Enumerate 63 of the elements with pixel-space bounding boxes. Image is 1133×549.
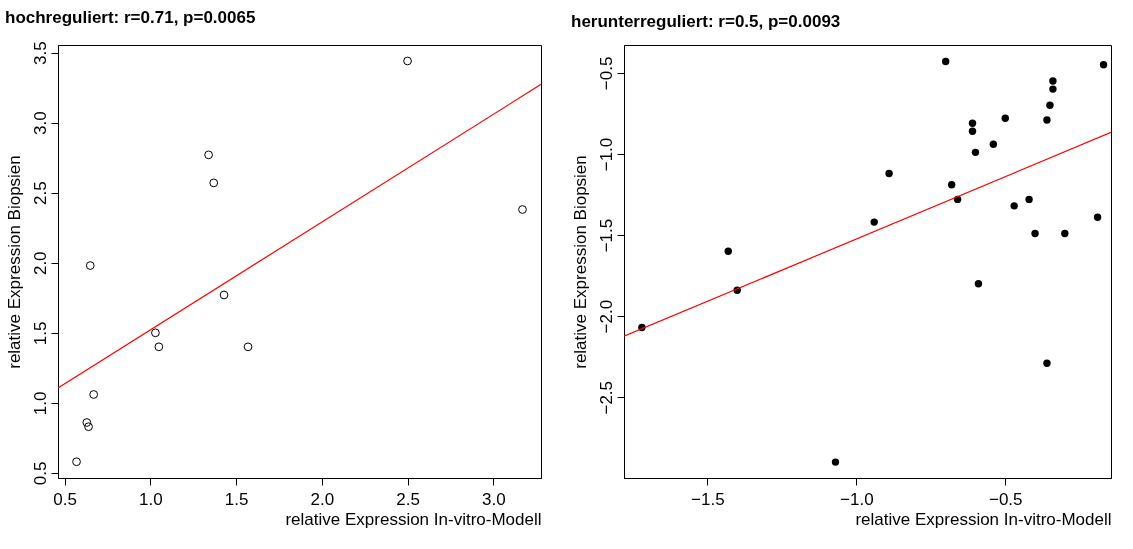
point: [1010, 202, 1018, 210]
x-tick-label: 1.5: [224, 489, 249, 509]
point: [82, 418, 92, 427]
y-tick-label: 2.0: [30, 251, 50, 276]
point: [989, 140, 998, 148]
point: [1046, 101, 1054, 110]
point: [1043, 359, 1051, 367]
y-tick-label: 3.5: [30, 41, 50, 65]
point: [85, 261, 95, 270]
point: [84, 422, 93, 432]
y-tick-label: −0.5: [596, 56, 616, 91]
x-tick-label: −1.5: [691, 489, 725, 509]
point: [219, 290, 229, 300]
point: [243, 342, 253, 352]
x-axis-title: relative Expression In-vitro-Modell: [285, 509, 542, 529]
y-tick-label: 1.0: [30, 391, 50, 416]
y-axis-title: relative Expression Biopsien: [570, 155, 590, 369]
point: [1093, 213, 1102, 221]
point: [204, 150, 213, 160]
point: [947, 181, 956, 189]
point: [1031, 229, 1039, 238]
x-tick-label: 0.5: [53, 489, 77, 509]
y-axis-title: relative Expression Biopsien: [4, 155, 24, 369]
x-tick-label: −0.5: [988, 489, 1023, 509]
point: [1099, 61, 1108, 69]
y-tick-label: 2.5: [30, 181, 50, 206]
point: [72, 457, 81, 467]
point: [1061, 229, 1069, 238]
y-tick-label: 3.0: [30, 111, 50, 135]
y-tick-label: −1.5: [596, 218, 616, 253]
y-tick-label: −1.0: [596, 137, 616, 172]
x-tick-label: 2.5: [396, 489, 420, 509]
y-tick-label: 0.5: [30, 461, 50, 486]
x-tick-label: 3.0: [482, 489, 506, 509]
chart-title: herunterreguliert: r=0.5, p=0.0093: [571, 12, 841, 31]
point: [151, 328, 160, 338]
point: [154, 342, 164, 352]
point: [968, 127, 977, 135]
point: [870, 218, 878, 226]
point: [209, 178, 219, 188]
chart-title: hochreguliert: r=0.71, p=0.0065: [5, 7, 256, 27]
y-tick-label: 1.5: [30, 321, 50, 346]
point: [724, 247, 732, 255]
point: [403, 56, 412, 66]
y-tick-label: −2.0: [596, 299, 616, 334]
x-tick-label: 1.0: [138, 489, 163, 509]
point: [974, 280, 983, 288]
point: [941, 57, 950, 66]
point: [1049, 77, 1057, 85]
x-axis-title: relative Expression In-vitro-Modell: [855, 509, 1112, 529]
point: [1001, 114, 1009, 122]
point: [1025, 195, 1033, 204]
y-tick-label: −2.5: [596, 380, 616, 415]
x-tick-label: −1.0: [840, 489, 874, 509]
point: [885, 169, 893, 178]
point: [89, 390, 99, 399]
point: [518, 205, 527, 214]
point: [1049, 85, 1057, 93]
point: [831, 458, 840, 466]
point: [968, 119, 977, 127]
point: [971, 148, 980, 157]
x-tick-label: 2.0: [310, 489, 335, 509]
point: [1043, 116, 1051, 124]
